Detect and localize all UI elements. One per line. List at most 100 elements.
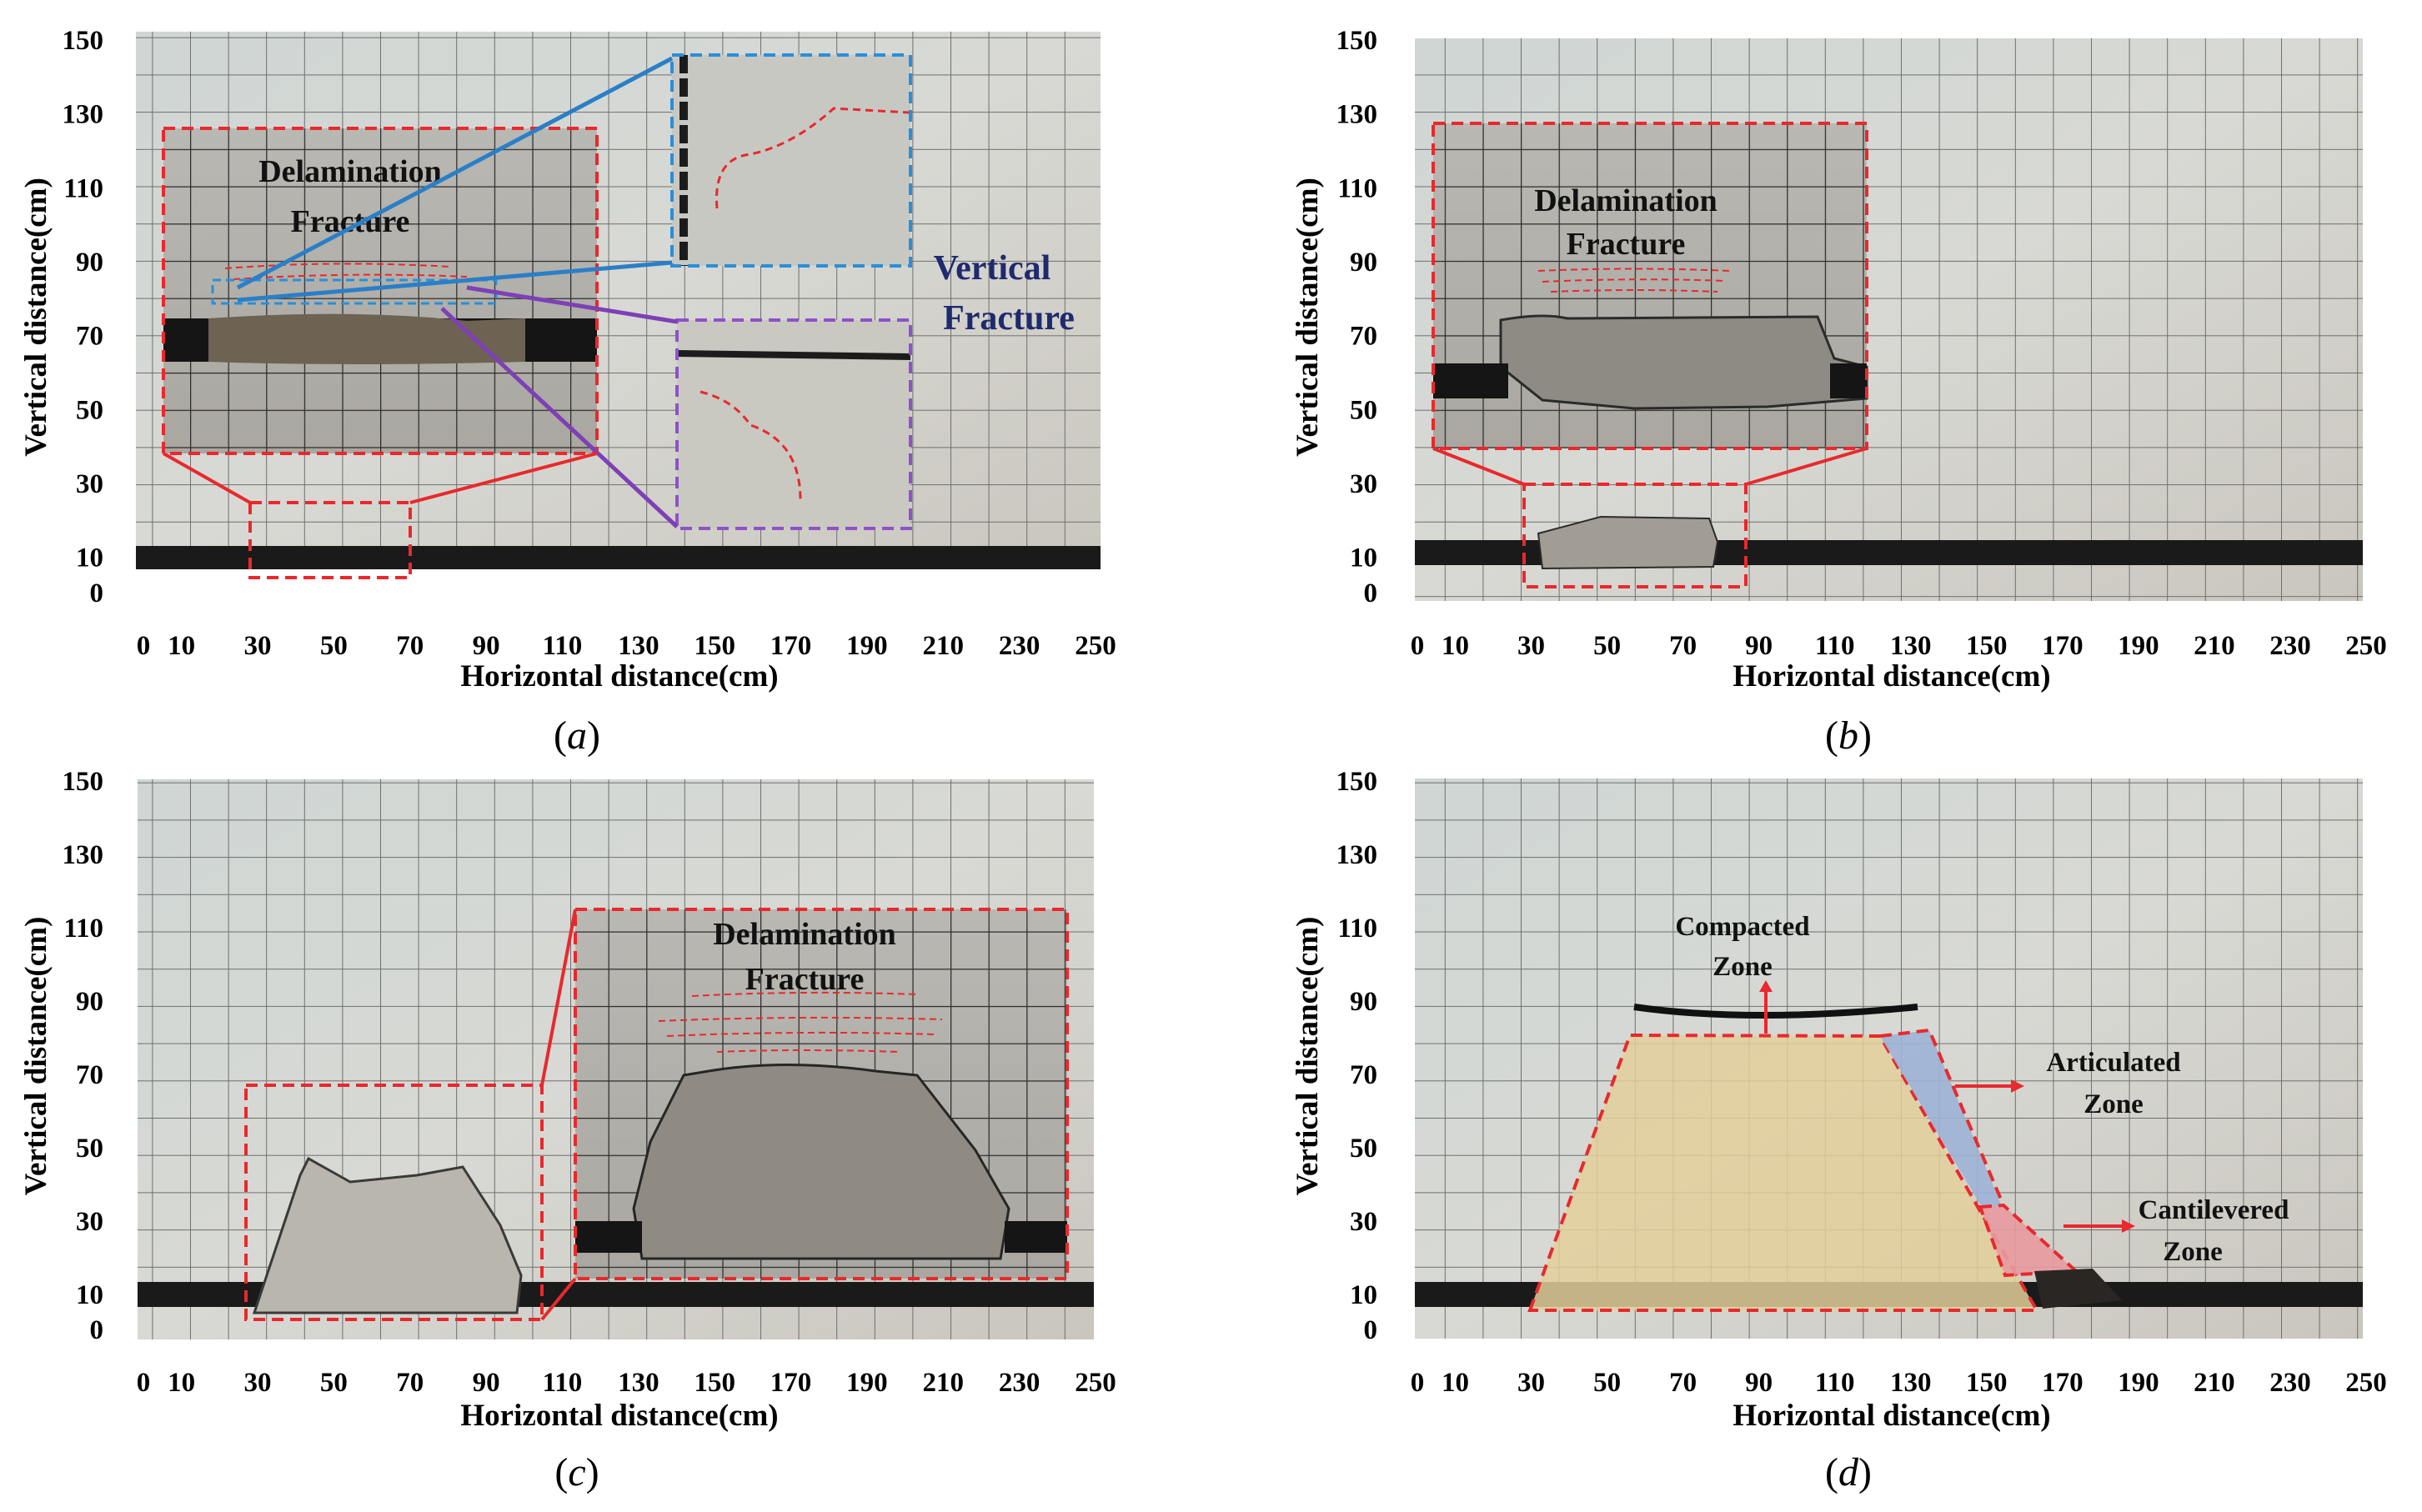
- x-tick-label: 150: [694, 631, 735, 661]
- articulated-zone: [1880, 1030, 2001, 1209]
- x-tick-label: 110: [1815, 1368, 1855, 1398]
- caption-open: (: [1825, 713, 1838, 758]
- x-tick-label: 70: [1669, 631, 1697, 661]
- y-tick-label: 10: [1350, 543, 1377, 573]
- y-tick-label: 110: [63, 914, 103, 944]
- x-tick-label: 250: [1075, 631, 1116, 661]
- y-tick-label: 50: [1350, 395, 1377, 425]
- articulated-zone-outline: [1879, 1028, 2005, 1206]
- articulated-arrowhead: [2011, 1079, 2024, 1093]
- x-tick-label: 230: [999, 631, 1041, 661]
- zoom-coal-seam-right: [1830, 363, 1867, 398]
- zoom-cavity: [208, 313, 525, 364]
- zoom-broken-strata: [1499, 314, 1868, 410]
- zoom-box-border: [162, 127, 599, 455]
- y-tick-label: 50: [76, 1134, 103, 1164]
- zoom-caving-zone: [632, 1064, 1010, 1260]
- y-tick-label: 30: [76, 1207, 103, 1237]
- x-tick-label: 190: [2118, 631, 2159, 661]
- x-tick-label: 190: [846, 631, 888, 661]
- y-tick-label: 50: [76, 395, 103, 425]
- y-tick-label: 90: [76, 248, 103, 278]
- y-tick-label: 50: [1350, 1134, 1377, 1164]
- compacted-zone-label-line2: Zone: [1712, 952, 1773, 982]
- delamination-label-line1: Delamination: [1534, 183, 1717, 218]
- x-tick-label: 150: [1966, 1368, 2008, 1398]
- y-tick-label: 70: [1350, 1060, 1377, 1090]
- blue-connector-top: [236, 56, 674, 290]
- delamination-label-line1: Delamination: [258, 154, 442, 189]
- compacted-arrowhead: [1759, 980, 1773, 992]
- y-tick-label: 150: [1336, 767, 1378, 797]
- x-tick-label: 210: [923, 1368, 965, 1398]
- zoom-box-border: [574, 908, 1069, 1280]
- delamination-crack: [1537, 268, 1731, 293]
- caption-letter: a: [567, 713, 587, 758]
- source-connector-left: [1432, 447, 1525, 486]
- source-connector-right: [1745, 447, 1868, 486]
- y-axis-label: Vertical distance(cm): [19, 917, 53, 1196]
- x-tick-label: 110: [543, 631, 583, 661]
- delamination-label-line2: Fracture: [1567, 227, 1686, 262]
- cantilevered-zone-label-line1: Cantilevered: [2139, 1195, 2289, 1225]
- caption-c: (c): [554, 1450, 599, 1494]
- blue-inset-crack: [715, 107, 910, 209]
- zoom-box-border: [1432, 122, 1868, 450]
- x-tick-label: 70: [396, 1368, 424, 1398]
- y-tick-label: 0: [1364, 1315, 1378, 1345]
- x-tick-label: 130: [1890, 1368, 1932, 1398]
- compacted-zone-label-line1: Compacted: [1675, 912, 1809, 942]
- x-tick-label: 110: [543, 1368, 583, 1398]
- x-axis-label: Horizontal distance(cm): [460, 659, 778, 693]
- source-connector-right: [409, 452, 598, 504]
- y-tick-label: 10: [76, 1280, 103, 1310]
- axes-panel-b: 0 10 30 50 70 90 110 130 150 170 190 210 230 250 150 13…: [1291, 26, 2387, 693]
- articulated-zone-label-line2: Zone: [2084, 1089, 2144, 1119]
- x-tick-label: 150: [694, 1368, 735, 1398]
- x-axis-label: Horizontal distance(cm): [1733, 659, 2050, 693]
- y-tick-label: 150: [1336, 26, 1378, 56]
- x-tick-label: 0: [1411, 631, 1425, 661]
- caving-zone: [252, 1156, 523, 1314]
- x-tick-label: 10: [1442, 1368, 1469, 1398]
- zoom-grid: [163, 128, 597, 453]
- blue-inset-border: [670, 53, 912, 268]
- delamination-label-line2: Fracture: [291, 204, 410, 239]
- y-axis-label: Vertical distance(cm): [1291, 917, 1325, 1196]
- articulated-zone-label-line1: Articulated: [2046, 1048, 2180, 1078]
- x-tick-label: 50: [320, 1368, 348, 1398]
- panel-b: Delamination Fracture: [1415, 38, 2363, 601]
- source-connector-bottom: [540, 1277, 577, 1321]
- y-tick-label: 0: [90, 1315, 104, 1345]
- panel-a: Delamination Fracture Vertical Fracture: [136, 32, 1101, 579]
- y-tick-label: 10: [76, 543, 103, 573]
- x-tick-label: 30: [244, 1368, 272, 1398]
- x-tick-label: 250: [2345, 631, 2387, 661]
- x-tick-label: 10: [1442, 631, 1469, 661]
- y-tick-label: 0: [90, 578, 104, 608]
- panel-c: Delamination Fracture: [138, 779, 1094, 1339]
- y-tick-label: 130: [1336, 840, 1378, 870]
- caption-close: ): [586, 1450, 599, 1494]
- caption-open: (: [554, 1450, 568, 1494]
- x-tick-label: 170: [2042, 1368, 2084, 1398]
- x-tick-label: 30: [1517, 631, 1545, 661]
- x-tick-label: 230: [999, 1368, 1041, 1398]
- axes-panel-c: 0 10 30 50 70 90 110 130 150 170 190 210 230 250 150 13…: [19, 767, 1116, 1433]
- y-tick-label: 150: [63, 26, 104, 56]
- source-box: [1522, 483, 1748, 588]
- x-tick-label: 50: [320, 631, 348, 661]
- purple-inset-border: [675, 318, 912, 530]
- x-tick-label: 250: [2345, 1368, 2387, 1398]
- x-tick-label: 10: [168, 1368, 195, 1398]
- y-tick-label: 0: [1364, 578, 1378, 608]
- x-tick-label: 0: [137, 1368, 151, 1398]
- caption-close: ): [1858, 1450, 1872, 1494]
- blue-inset: [672, 55, 910, 266]
- y-tick-label: 90: [1350, 987, 1377, 1017]
- x-tick-label: 170: [2042, 631, 2084, 661]
- axes-panel-d: 0 10 30 50 70 90 110 130 150 170 190 210 230 250 150 13…: [1291, 767, 2387, 1433]
- blue-connector-bottom: [237, 260, 673, 303]
- x-tick-label: 30: [244, 631, 272, 661]
